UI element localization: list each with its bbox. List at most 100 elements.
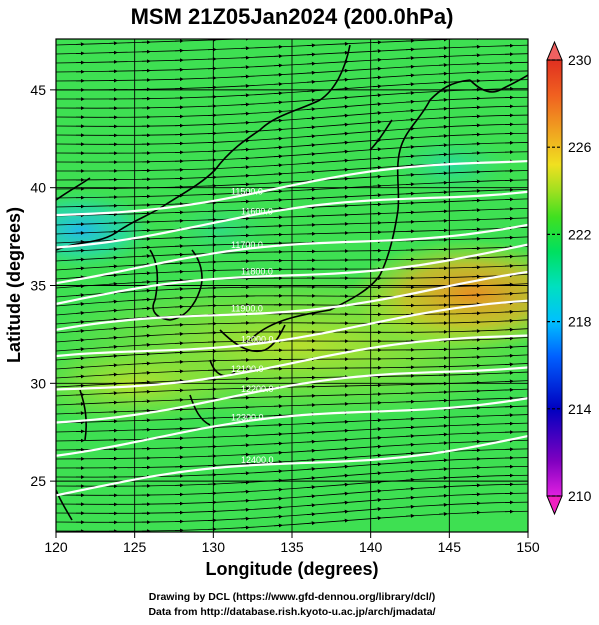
wind-arrow [339, 68, 349, 73]
contour-line [56, 299, 528, 358]
wind-arrow [306, 134, 316, 139]
contour-line [56, 223, 528, 285]
wind-arrow [339, 140, 349, 145]
wind-arrow [306, 98, 316, 103]
wind-arrow [141, 324, 151, 329]
contour-line [56, 159, 528, 217]
wind-arrow [339, 518, 349, 523]
wind-arrow [405, 477, 415, 482]
contour-line [56, 243, 528, 306]
contour-label: 12400.0 [241, 455, 274, 465]
map-title: MSM 21Z05Jan2024 (200.0hPa) [131, 4, 454, 29]
wind-arrow [75, 266, 85, 271]
wind-arrow [306, 485, 316, 490]
wind-arrow [240, 156, 250, 161]
wind-arrow [75, 275, 85, 280]
wind-arrow [372, 147, 382, 152]
wind-arrow [372, 507, 382, 512]
wind-arrow [75, 329, 85, 334]
wind-arrow [240, 480, 250, 485]
wind-arrow [405, 73, 415, 78]
contour-label: 12200.0 [241, 384, 274, 394]
wind-arrow [306, 457, 316, 462]
wind-arrow [306, 169, 316, 174]
wind-arrow [306, 439, 316, 444]
wind-arrow [141, 352, 151, 357]
wind-arrow [339, 131, 349, 136]
wind-arrow [405, 495, 415, 500]
wind-arrow [339, 167, 349, 172]
colorbar-max-triangle [546, 40, 563, 61]
wind-arrow [273, 487, 283, 492]
x-tick-label: 135 [280, 539, 304, 555]
x-tick-label: 140 [359, 539, 383, 555]
contour-label: 12000.0 [241, 335, 274, 345]
wind-arrow [306, 494, 316, 499]
contour-line [56, 434, 528, 497]
wind-arrow [405, 504, 415, 509]
x-tick-label: 145 [438, 539, 462, 555]
contour-label: 11500.0 [231, 187, 263, 197]
wind-arrow [273, 478, 283, 483]
wind-arrow [372, 129, 382, 134]
wind-arrow [339, 500, 349, 505]
x-axis-label: Longitude (degrees) [205, 559, 378, 579]
contour-label: 11900.0 [231, 304, 263, 314]
wind-arrow [273, 109, 283, 114]
wind-arrow [372, 516, 382, 521]
wind-arrow [108, 326, 118, 331]
contour-line [56, 270, 528, 331]
wind-arrow [405, 117, 415, 122]
wind-arrow [372, 471, 382, 476]
credit-drawing: Drawing by DCL (https://www.gfd-dennou.o… [149, 591, 435, 603]
wind-arrow [273, 163, 283, 168]
wind-arrow [273, 154, 283, 159]
wind-arrow [273, 136, 283, 141]
x-axis-ticks: 120 125 130 135 140 145 150 [44, 532, 540, 555]
wind-arrow [405, 82, 415, 87]
colorbar-label: 226 [568, 139, 592, 155]
wind-arrow [372, 165, 382, 170]
wind-arrow [240, 516, 250, 521]
wind-arrow [273, 145, 283, 150]
wind-arrow [405, 99, 415, 104]
wind-arrow [306, 107, 316, 112]
contour-line [56, 190, 528, 249]
wind-arrow [273, 100, 283, 105]
cold-anomaly-region [56, 190, 155, 270]
wind-arrow [339, 176, 349, 181]
wind-arrow [75, 320, 85, 325]
streamline [56, 39, 249, 46]
wind-arrow [372, 498, 382, 503]
colorbar: 230 226 222 218 214 210 [546, 40, 592, 516]
wind-arrow [405, 108, 415, 113]
wind-arrow [108, 317, 118, 322]
wind-arrow [75, 302, 85, 307]
wind-arrow [75, 356, 85, 361]
wind-arrow [75, 311, 85, 316]
wind-arrow [75, 284, 85, 289]
x-tick-label: 125 [123, 539, 147, 555]
colorbar-gradient [546, 59, 563, 497]
colorbar-label: 210 [568, 488, 592, 504]
wind-arrow [240, 525, 250, 530]
wind-arrow [273, 460, 283, 465]
wind-arrow [306, 125, 316, 130]
wind-arrow [108, 299, 118, 304]
geopotential-contours [56, 159, 528, 497]
wind-arrow [339, 95, 349, 100]
wind-arrow [75, 338, 85, 343]
warm-south-region [56, 345, 240, 425]
wind-arrow [306, 467, 316, 472]
wind-arrow [306, 70, 316, 75]
wind-arrow [306, 161, 316, 165]
wind-arrow [306, 448, 316, 453]
wind-arrow [405, 442, 415, 447]
x-tick-label: 120 [44, 539, 68, 555]
wind-arrow [273, 72, 283, 77]
wind-arrow [273, 127, 283, 132]
wind-arrow [339, 149, 349, 154]
wind-arrow [372, 444, 382, 449]
wind-arrow [372, 480, 382, 485]
wind-arrow [273, 82, 283, 87]
